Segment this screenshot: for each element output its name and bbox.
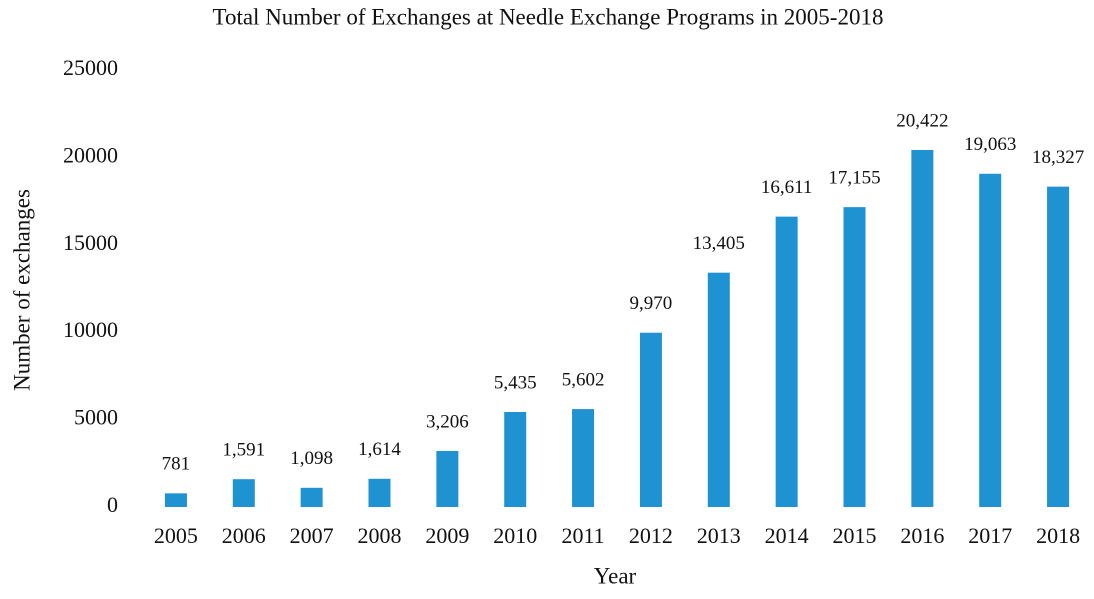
- value-label: 781: [162, 454, 191, 475]
- x-tick-label: 2015: [833, 523, 877, 548]
- x-tick-label: 2007: [290, 523, 334, 548]
- bar: [232, 479, 255, 507]
- bar: [1047, 186, 1070, 507]
- bar: [707, 272, 730, 507]
- x-tick-label: 2017: [968, 523, 1012, 548]
- value-label: 1,098: [290, 448, 333, 469]
- x-tick-label: 2011: [561, 523, 604, 548]
- value-label: 1,614: [358, 439, 401, 460]
- bar: [843, 207, 866, 507]
- value-label: 17,155: [828, 167, 880, 188]
- value-label: 3,206: [426, 411, 469, 432]
- value-label: 9,970: [630, 293, 673, 314]
- x-tick-label: 2018: [1036, 523, 1080, 548]
- value-label: 1,591: [222, 440, 265, 461]
- bar: [775, 216, 798, 508]
- x-tick-label: 2013: [697, 523, 741, 548]
- y-tick-label: 10000: [63, 317, 118, 342]
- bar: [639, 332, 662, 507]
- bar: [436, 450, 459, 507]
- x-axis-label: Year: [594, 563, 637, 588]
- y-tick-label: 15000: [63, 230, 118, 255]
- y-tick-label: 20000: [63, 142, 118, 167]
- value-label: 18,327: [1032, 147, 1084, 168]
- x-tick-label: 2014: [765, 523, 809, 548]
- bar: [572, 409, 595, 507]
- bar: [164, 493, 187, 507]
- y-tick-label: 0: [107, 492, 118, 517]
- value-label: 5,602: [562, 369, 605, 390]
- x-tick-label: 2006: [222, 523, 266, 548]
- x-tick-label: 2010: [493, 523, 537, 548]
- value-label: 5,435: [494, 372, 537, 393]
- bar: [911, 150, 934, 507]
- y-tick-label: 5000: [74, 405, 118, 430]
- x-tick-label: 2016: [900, 523, 944, 548]
- x-tick-label: 2012: [629, 523, 673, 548]
- value-label: 20,422: [896, 110, 948, 131]
- y-axis-label: Number of exchanges: [9, 189, 34, 391]
- value-label: 13,405: [693, 233, 745, 254]
- bar: [300, 487, 323, 507]
- bar: [979, 173, 1002, 508]
- x-tick-label: 2005: [154, 523, 198, 548]
- value-label: 16,611: [761, 177, 813, 198]
- bar: [368, 478, 391, 507]
- bar: [504, 411, 527, 507]
- value-label: 19,063: [964, 134, 1016, 155]
- chart-title: Total Number of Exchanges at Needle Exch…: [213, 4, 884, 29]
- x-tick-label: 2008: [358, 523, 402, 548]
- x-tick-label: 2009: [425, 523, 469, 548]
- y-tick-label: 25000: [63, 55, 118, 80]
